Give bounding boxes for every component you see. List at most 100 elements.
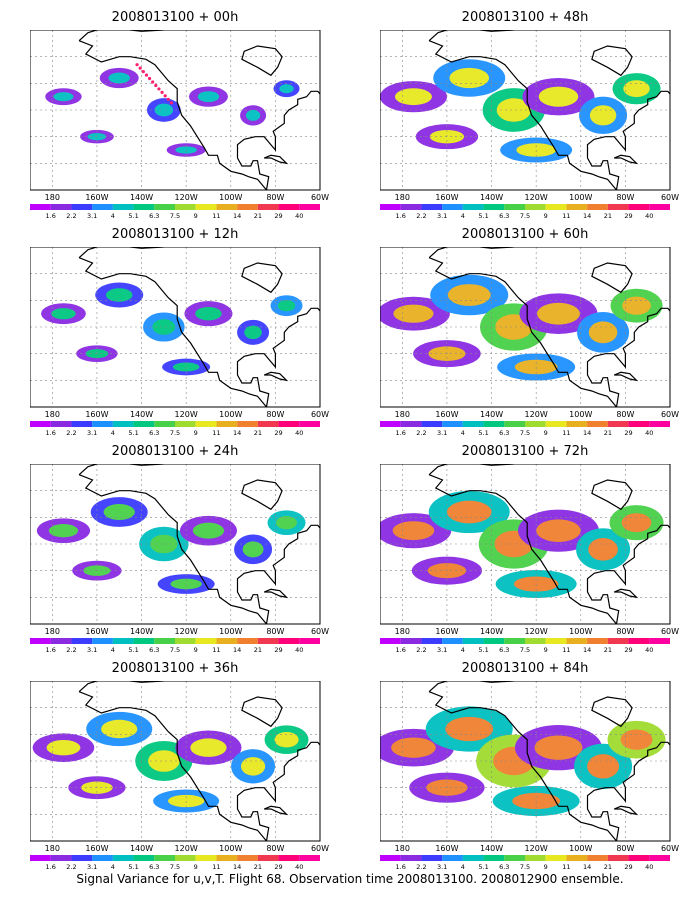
colorbar-label: 3.1 [437,212,447,220]
colorbar-label: 14 [233,212,241,220]
colorbar-swatch [50,638,72,644]
lon-tick-label: 160W [435,193,458,202]
colorbar-label: 21 [254,429,262,437]
colorbar-label: 5.1 [128,429,138,437]
colorbar-swatch [30,204,51,210]
colorbar-label: 7.5 [520,212,530,220]
gridlines [30,30,320,190]
colorbar-swatch [133,204,155,210]
colorbar-label: 11 [562,646,570,654]
lon-tick-label: 60W [661,844,679,853]
gridlines [30,464,320,624]
colorbar-label: 7.5 [520,863,530,871]
colorbar-swatch [483,421,505,427]
colorbar-label: 7.5 [170,646,180,654]
colorbar-swatch [216,855,238,861]
colorbar-label: 9 [194,863,198,871]
variance-field [45,67,300,157]
colorbar-label: 6.3 [149,429,159,437]
lon-tick-label: 180 [45,193,60,202]
colorbar-swatch [133,421,155,427]
coastline [428,681,670,841]
variance-field [36,497,306,594]
colorbar-swatch [92,638,113,644]
colorbar-label: 29 [274,429,282,437]
colorbar-label: 2.2 [416,212,426,220]
variance-core [242,541,264,558]
colorbar-label: 40 [295,429,303,437]
flight-track-dot [160,90,164,94]
colorbar-swatch [566,204,588,210]
colorbar-swatch [566,855,588,861]
lon-tick-label: 100W [569,193,592,202]
colorbar-swatch [442,638,463,644]
colorbar-label: 29 [624,429,632,437]
colorbar-swatch [462,855,484,861]
colorbar-swatch [545,638,567,644]
colorbar-swatch [421,421,443,427]
colorbar-label: 9 [194,646,198,654]
colorbar-label: 7.5 [170,212,180,220]
colorbar-swatch [175,638,196,644]
colorbar-swatch [154,421,175,427]
flight-track-dot [151,80,155,84]
colorbar-label: 5.1 [128,863,138,871]
colorbar-label: 9 [544,646,548,654]
colorbar-swatch [195,204,217,210]
panel-84h: 2008013100 + 84h 70N60N50N40N30N20N10N18… [380,661,700,876]
lon-tick-label: 60W [311,627,329,636]
panel-48h: 2008013100 + 48h 70N60N50N40N30N20N10N18… [380,10,700,225]
map-frame [380,30,671,191]
lon-tick-label: 120W [525,844,548,853]
colorbar-swatch [483,855,505,861]
colorbar-swatch [400,855,422,861]
colorbar-swatch [216,204,238,210]
colorbar-label: 7.5 [170,429,180,437]
variance-core [190,738,227,757]
colorbar-swatch [607,855,629,861]
lon-tick-label: 120W [175,627,198,636]
colorbar-label: 9 [194,429,198,437]
colorbar-label: 40 [295,646,303,654]
colorbar-swatch [442,855,463,861]
colorbar-swatch [421,204,443,210]
colorbar-swatch [380,204,401,210]
colorbar-label: 2.2 [66,863,76,871]
colorbar-swatch [649,421,670,427]
variance-core [394,88,432,106]
colorbar-swatch [649,204,670,210]
colorbar-swatch [216,421,238,427]
variance-core [538,86,579,107]
variance-map: 70N60N50N40N30N20N10N180160W140W120W100W… [380,681,679,871]
panel-title: 2008013100 + 00h [111,10,239,25]
flight-track-dot [157,87,161,91]
variance-core [536,519,581,543]
colorbar-swatch [299,855,320,861]
colorbar-swatch [587,204,608,210]
colorbar-label: 21 [604,212,612,220]
colorbar-swatch [299,204,320,210]
colorbar-label: 3.1 [87,863,97,871]
colorbar-swatch [628,204,650,210]
variance-core [496,98,532,122]
colorbar-swatch [442,421,463,427]
variance-core [53,92,74,102]
panel-72h: 2008013100 + 72h 70N60N50N40N30N20N10N18… [380,444,700,659]
colorbar-label: 4 [111,429,115,437]
colorbar-swatch [257,421,279,427]
colorbar-label: 3.1 [437,429,447,437]
lon-tick-label: 180 [395,844,410,853]
variance-core [622,296,651,315]
colorbar-swatch [92,421,113,427]
colorbar-label: 4 [461,212,465,220]
colorbar-swatch [154,204,175,210]
colorbar-label: 7.5 [170,863,180,871]
lon-tick-label: 60W [661,193,679,202]
colorbar-swatch [462,421,484,427]
gridlines [380,247,670,407]
lon-tick-label: 140W [480,193,503,202]
colorbar-label: 9 [544,863,548,871]
colorbar-label: 29 [624,212,632,220]
variance-core [445,716,494,742]
colorbar-label: 1.6 [46,863,56,871]
